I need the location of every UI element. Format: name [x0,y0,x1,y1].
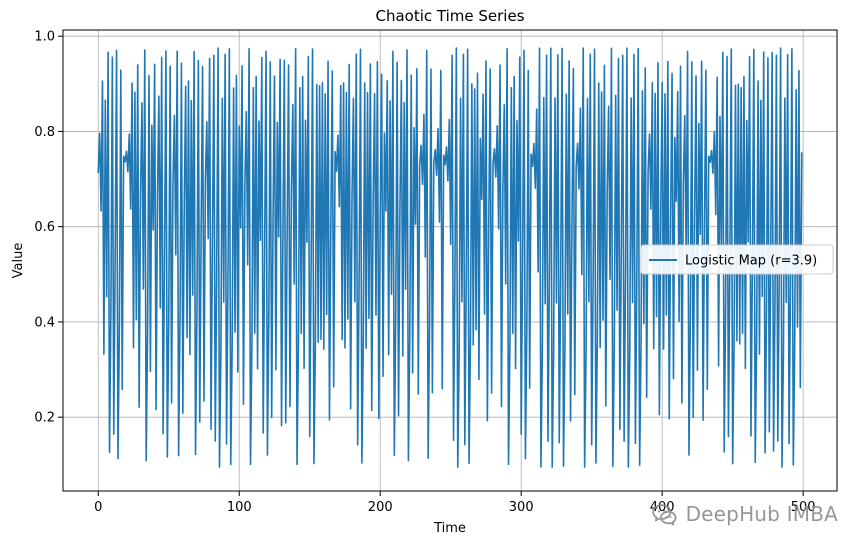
watermark-text: DeepHub IMBA [686,502,838,526]
x-tick-label: 100 [227,500,252,515]
x-axis-label: Time [433,521,466,536]
x-tick-label: 200 [368,500,393,515]
y-tick-label: 0.4 [34,315,55,330]
y-tick-label: 0.6 [34,220,55,235]
watermark: DeepHub IMBA [651,502,838,526]
x-tick-label: 300 [509,500,534,515]
chart: 0 100 200 300 400 500 0.2 0.4 0.6 0.8 1.0 Time Value… [0,0,862,548]
y-tick-label: 1.0 [34,30,55,45]
wechat-icon [651,502,679,526]
chart-title: Chaotic Time Series [375,7,524,25]
title-layer: Chaotic Time Series [375,7,524,25]
y-axis-label: Value [11,243,26,279]
legend-label: Logistic Map (r=3.9) [685,254,817,269]
x-tick-label: 0 [94,500,102,515]
y-tick-label: 0.8 [34,125,55,140]
legend-layer: Logistic Map (r=3.9) [641,245,833,274]
chart-canvas: 0 100 200 300 400 5000.20.40.60.81.0TimeValue… [0,0,862,548]
y-tick-label: 0.2 [34,411,55,426]
